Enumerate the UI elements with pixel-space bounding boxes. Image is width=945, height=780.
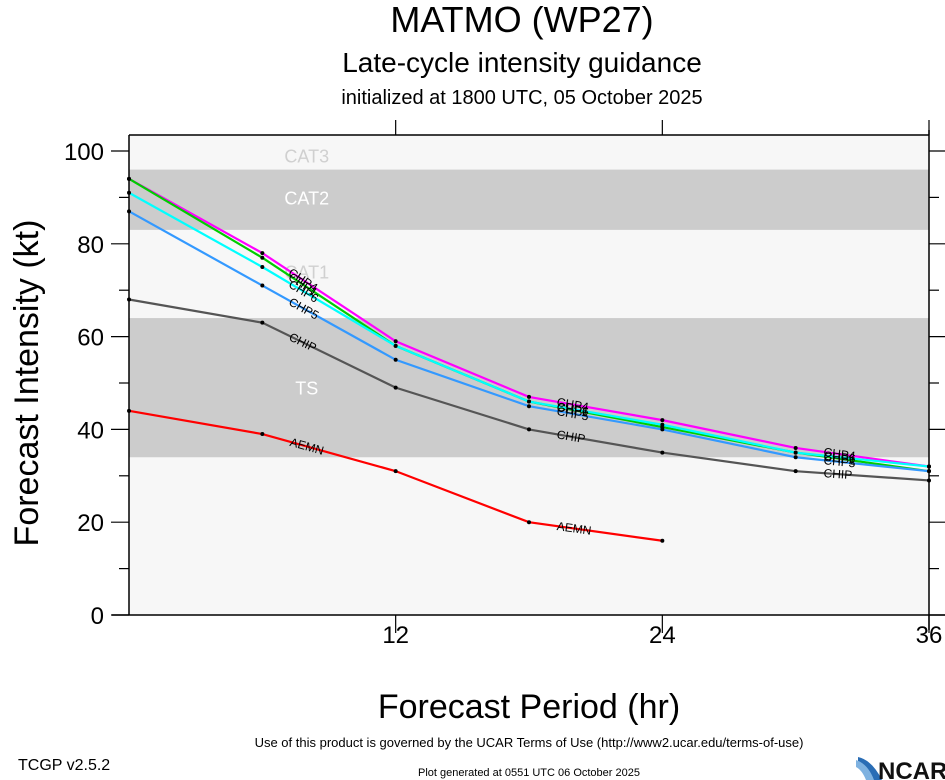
series-label-chp4: CHP4 <box>556 395 590 414</box>
series-point <box>793 469 798 474</box>
series-point <box>527 520 531 525</box>
ncar-logo: NCAR <box>856 757 945 780</box>
series-point <box>527 394 531 399</box>
x-tick-label: 36 <box>916 622 943 649</box>
series-point <box>127 297 131 302</box>
band-label-ts: TS <box>295 379 318 399</box>
series-point <box>660 427 665 432</box>
y-axis-label: Forecast Intensity (kt) <box>8 220 46 547</box>
series-point <box>393 469 398 474</box>
series-label-chip: CHIP <box>823 466 853 482</box>
series-label-chp4: CHP4 <box>823 445 857 463</box>
chart-title: MATMO (WP27) <box>390 0 653 40</box>
series-point <box>393 339 398 344</box>
intensity-bands: TS CAT1 CAT2 CAT3 <box>129 135 929 615</box>
series-label-chp6: CHP6 <box>823 449 857 466</box>
series-point <box>527 404 531 409</box>
series-point <box>660 538 665 543</box>
series-point <box>260 255 265 260</box>
y-tick-label: 40 <box>77 417 104 444</box>
series-point <box>793 445 798 450</box>
band-label-cat1: CAT1 <box>284 263 329 283</box>
chart-init-time: initialized at 1800 UTC, 05 October 2025 <box>341 87 702 109</box>
series-point <box>393 385 398 390</box>
band-cat3 <box>129 135 929 170</box>
series-label-chp1: CHP1 <box>556 400 590 420</box>
axes: 0 20 40 60 80 100 12 24 36 <box>64 120 945 649</box>
band-cat2 <box>129 169 929 230</box>
series-point <box>260 283 265 288</box>
band-cat1 <box>129 229 929 319</box>
series-label-chip: CHIP <box>556 427 587 446</box>
band-ts <box>129 318 929 458</box>
series-point <box>927 464 931 469</box>
band-label-cat3: CAT3 <box>284 147 329 167</box>
series-point <box>527 399 531 404</box>
y-tick-label: 60 <box>77 325 104 352</box>
x-tick-label: 12 <box>382 622 409 649</box>
band-label-cat2: CAT2 <box>284 188 329 208</box>
series-point <box>127 176 131 181</box>
series-point <box>393 343 398 348</box>
series-label-chp5: CHP5 <box>556 404 590 423</box>
series-point <box>660 450 665 455</box>
y-tick-label: 100 <box>64 139 104 166</box>
series-point <box>127 408 131 413</box>
series-point <box>393 357 398 362</box>
series-point <box>793 450 798 455</box>
version-text: TCGP v2.5.2 <box>18 757 110 774</box>
series-label-chp1: CHP1 <box>823 450 857 468</box>
series-label-aemn: AEMN <box>556 519 592 538</box>
ncar-logo-swoosh-light-icon <box>856 760 874 780</box>
series-label-chp5: CHP5 <box>823 453 857 470</box>
series-point <box>927 478 931 483</box>
chart-subtitle: Late-cycle intensity guidance <box>342 47 702 78</box>
series-point <box>260 320 265 325</box>
series-point <box>527 427 531 432</box>
series-point <box>793 455 798 460</box>
x-axis-label: Forecast Period (hr) <box>378 688 680 726</box>
y-tick-label: 80 <box>77 232 104 259</box>
series-point <box>260 432 265 437</box>
series-point <box>927 469 931 474</box>
series-label-chp6: CHP6 <box>556 400 590 419</box>
series-point <box>127 209 131 214</box>
series-lines <box>127 176 931 543</box>
y-tick-label: 0 <box>91 603 104 630</box>
ncar-logo-text: NCAR <box>878 758 945 780</box>
terms-of-use-text: Use of this product is governed by the U… <box>255 735 804 750</box>
series-point <box>260 265 265 269</box>
x-tick-label: 24 <box>649 622 676 649</box>
series-point <box>660 418 665 423</box>
generated-time-text: Plot generated at 0551 UTC 06 October 20… <box>418 767 640 779</box>
series-point <box>260 251 265 256</box>
y-tick-label: 20 <box>77 510 104 537</box>
series-point <box>127 190 131 195</box>
ncar-logo-swoosh-icon <box>858 757 882 780</box>
series-point <box>660 422 665 427</box>
